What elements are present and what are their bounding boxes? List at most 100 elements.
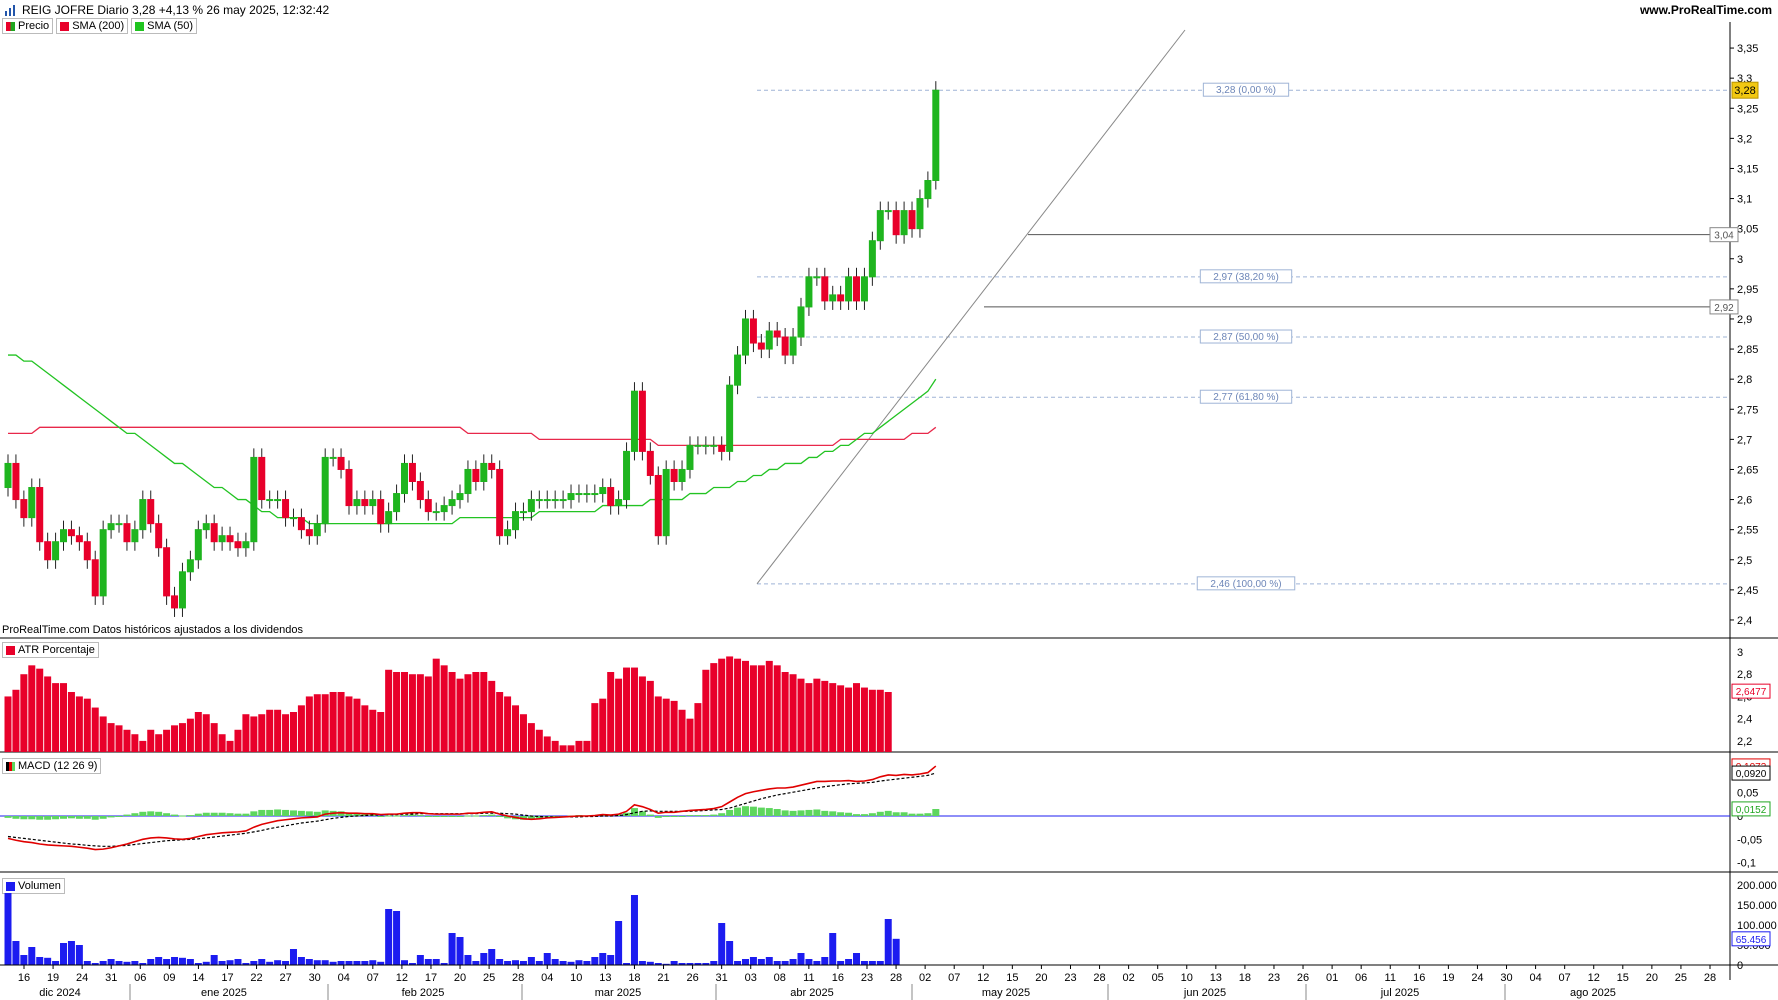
candle-body: [20, 499, 28, 519]
volume-bar: [369, 960, 377, 965]
macd-hist-bar: [789, 810, 797, 816]
macd-line: [7, 765, 937, 851]
macd-hist-bar: [900, 812, 908, 816]
volume-bar: [274, 960, 282, 965]
volume-bar: [567, 961, 575, 965]
x-day-label: 19: [47, 972, 59, 984]
atr-bar: [274, 709, 282, 752]
atr-bar: [599, 698, 607, 752]
candle-body: [83, 541, 91, 561]
macd-hist-bar: [884, 810, 892, 816]
atr-bar: [337, 692, 345, 752]
volume-bar: [163, 959, 171, 965]
atr-bar: [535, 729, 543, 752]
candle-body: [789, 336, 797, 356]
fib-label-box: [1196, 576, 1296, 591]
candle-body: [567, 493, 575, 501]
volume-bar: [718, 923, 726, 965]
volume-bar: [345, 961, 353, 965]
volume-bar: [630, 895, 638, 965]
x-day-label: 28: [1704, 972, 1716, 984]
macd-hist-bar: [757, 807, 765, 816]
x-day-label: 20: [454, 972, 466, 984]
volume-bar: [535, 961, 543, 965]
candle-body: [591, 493, 599, 496]
macd-hist-bar: [289, 810, 297, 816]
legend-volume[interactable]: Volumen: [2, 878, 65, 894]
legend-sma50[interactable]: SMA (50): [131, 18, 198, 34]
brand-link[interactable]: www.ProRealTime.com: [1639, 3, 1772, 17]
x-day-label: 07: [1559, 972, 1571, 984]
atr-bar: [765, 660, 773, 752]
volume-bar: [385, 909, 393, 965]
x-day-label: 17: [221, 972, 233, 984]
atr-bar: [305, 696, 313, 752]
candle-body: [527, 499, 535, 513]
fib-label-box: [1199, 329, 1293, 344]
volume-bar: [813, 961, 821, 965]
legend-sma200[interactable]: SMA (200): [56, 18, 129, 34]
candle-body: [123, 523, 131, 543]
x-day-label: 22: [250, 972, 262, 984]
volume-bar: [805, 959, 813, 965]
macd-hist-bar: [75, 816, 83, 819]
candle-body: [749, 318, 757, 344]
candle-body: [163, 547, 171, 597]
x-day-label: 02: [1122, 972, 1134, 984]
x-day-label: 25: [1675, 972, 1687, 984]
atr-bar: [297, 705, 305, 752]
legend-atr[interactable]: ATR Porcentaje: [2, 642, 99, 658]
atr-bar: [472, 672, 480, 752]
atr-bar: [194, 712, 202, 752]
atr-bar: [123, 729, 131, 752]
fib-label: 2,46 (100,00 %): [1210, 579, 1281, 590]
candle-body: [480, 462, 488, 483]
atr-bar: [83, 698, 91, 752]
price-tick-label: 3,05: [1737, 224, 1758, 236]
atr-bar: [369, 709, 377, 752]
candle-body: [472, 468, 480, 482]
price-tick-label: 3,35: [1737, 43, 1758, 55]
volume-bar: [773, 961, 781, 965]
candle-body: [853, 276, 861, 302]
macd-hist-bar: [726, 809, 734, 816]
legend-sma50-swatch: [135, 21, 145, 31]
atr-bar: [686, 718, 694, 752]
candle-body: [274, 499, 282, 502]
legend-macd[interactable]: MACD (12 26 9): [2, 758, 102, 774]
volume-bar: [115, 961, 123, 965]
atr-bar: [504, 696, 512, 752]
fib-label: 2,77 (61,80 %): [1213, 392, 1279, 403]
macd-hist-bar: [456, 816, 464, 817]
atr-bar: [329, 692, 337, 752]
candle-body: [234, 541, 242, 549]
volume-bar: [670, 961, 678, 965]
volume-bar: [337, 961, 345, 965]
macd-hist-bar: [337, 811, 345, 816]
macd-hist-bar: [83, 816, 91, 819]
volume-bar: [226, 960, 234, 965]
volume-bar: [480, 953, 488, 965]
macd-hist-bar: [734, 807, 742, 816]
candle-body: [178, 571, 186, 609]
price-tick-label: 3: [1737, 254, 1743, 266]
atr-bar: [353, 698, 361, 752]
price-tick-label: 2,4: [1737, 615, 1752, 627]
volume-bar: [242, 963, 250, 965]
macd-hist-bar: [797, 810, 805, 816]
x-day-label: 28: [890, 972, 902, 984]
legend-price[interactable]: Precio: [2, 18, 54, 34]
atr-tick-label: 2,8: [1737, 669, 1752, 681]
macd-hist-bar: [266, 809, 274, 816]
volume-bar: [44, 957, 52, 965]
macd-hist-bar: [741, 806, 749, 816]
volume-bar: [662, 963, 670, 965]
macd-hist-bar: [385, 815, 393, 817]
candle-body: [464, 468, 472, 495]
x-day-label: 13: [599, 972, 611, 984]
price-tick-label: 2,65: [1737, 464, 1758, 476]
x-day-label: 04: [541, 972, 553, 984]
price-tick-label: 2,9: [1737, 314, 1752, 326]
macd-hist-bar: [321, 810, 329, 816]
